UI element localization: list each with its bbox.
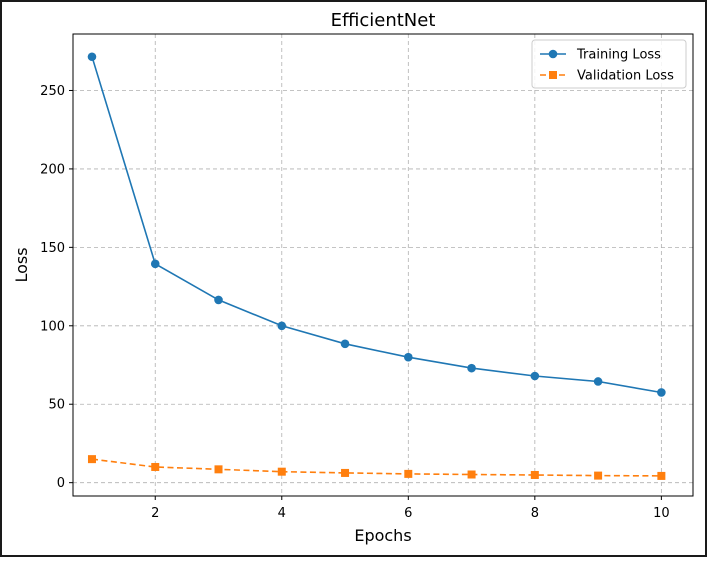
grid-layer: [73, 34, 693, 496]
data-point-square: [151, 462, 160, 471]
legend-label-0: Training Loss: [576, 48, 661, 63]
y-tick-label: 0: [57, 476, 65, 491]
data-point-square: [214, 465, 223, 474]
legend-marker-square: [549, 71, 557, 79]
data-point-circle: [593, 377, 603, 386]
y-axis-label: Loss: [12, 247, 31, 282]
data-point-square: [87, 455, 96, 464]
x-tick-label: 4: [278, 506, 286, 521]
y-tick-label: 150: [40, 241, 65, 256]
x-tick-label: 6: [404, 506, 412, 521]
series-line-1: [91, 458, 662, 477]
y-tick-label: 100: [40, 319, 65, 334]
data-point-square: [341, 468, 350, 477]
data-point-square: [467, 470, 476, 479]
data-point-square: [530, 470, 539, 479]
legend-box: [531, 39, 687, 89]
y-tick-label: 50: [48, 398, 65, 413]
data-point-square: [657, 471, 666, 480]
legend-marker-circle: [548, 49, 558, 59]
data-point-circle: [214, 295, 223, 305]
x-tick-label: 2: [151, 506, 159, 521]
data-point-circle: [87, 52, 97, 62]
data-point-circle: [657, 388, 666, 397]
y-tick-label: 250: [40, 84, 65, 99]
series-line-0: [91, 56, 662, 394]
data-point-square: [404, 469, 413, 478]
data-point-square: [594, 471, 603, 480]
data-point-circle: [530, 371, 540, 381]
data-point-circle: [340, 339, 350, 349]
legend: Training Loss Validation Loss: [531, 39, 687, 89]
data-point-square: [277, 467, 286, 476]
chart-title: EfficientNet: [331, 10, 436, 31]
plot-area: [72, 33, 694, 497]
y-tick-label: 200: [40, 162, 65, 177]
x-tick-label: 10: [653, 506, 670, 521]
x-axis-label: Epochs: [354, 526, 411, 545]
data-point-circle: [277, 321, 287, 331]
data-point-circle: [404, 352, 413, 362]
data-point-circle: [467, 363, 476, 373]
legend-label-1: Validation Loss: [577, 69, 674, 84]
series-layer: [87, 52, 666, 480]
x-tick-label: 8: [531, 506, 539, 521]
data-point-circle: [150, 259, 160, 269]
